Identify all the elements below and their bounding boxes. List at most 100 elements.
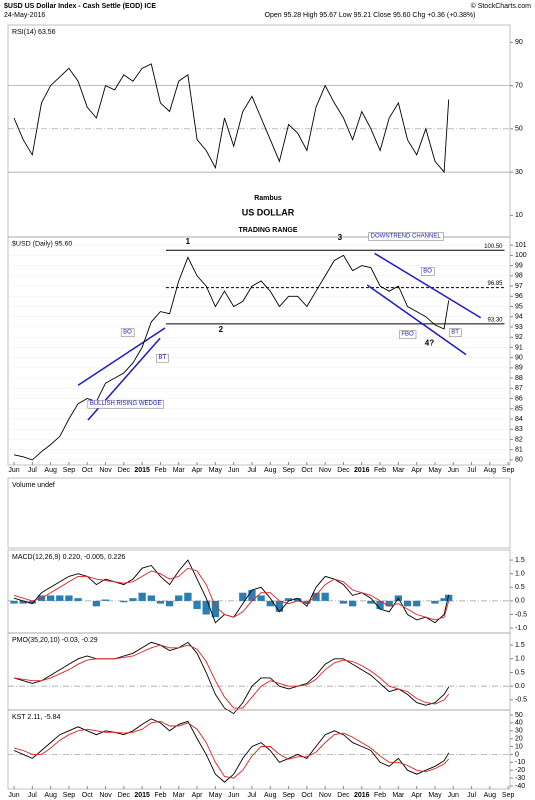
y-tick-label: -0.5: [515, 611, 527, 618]
y-tick-label: -0.5: [515, 697, 527, 704]
annotation: 2: [219, 325, 224, 334]
x-tick-label: Sep: [502, 792, 515, 799]
y-tick-label: 96: [515, 293, 523, 300]
y-tick-label: 50: [515, 126, 523, 133]
y-tick-label: 80: [515, 457, 523, 464]
series-line: [13, 63, 450, 174]
x-tick-label: Mar: [173, 467, 186, 474]
date: 24-May-2016: [4, 12, 45, 19]
x-tick-label: Sep: [502, 467, 515, 474]
y-tick-label: -10: [515, 759, 525, 766]
y-tick-label: 0: [515, 751, 519, 758]
y-tick-label: 99: [515, 262, 523, 269]
histogram-bar: [184, 592, 192, 601]
x-tick-label: Dec: [118, 792, 131, 799]
level-label: 93.30: [487, 317, 503, 323]
y-tick-label: 1.5: [515, 557, 525, 564]
panel-label: MACD(12,26,9) 0.220, -0.005, 0.226: [12, 554, 125, 561]
histogram-bar: [431, 600, 439, 604]
x-tick-label: Dec: [118, 467, 131, 474]
y-tick-label: 84: [515, 416, 523, 423]
x-tick-label: May: [428, 792, 442, 799]
histogram-bar: [266, 600, 274, 607]
series-line: [13, 641, 450, 715]
y-tick-label: -30: [515, 775, 525, 782]
x-tick-label: Feb: [374, 467, 386, 474]
x-tick-label: Dec: [337, 467, 350, 474]
histogram-bar: [147, 595, 155, 601]
y-tick-label: 50: [515, 712, 523, 719]
y-tick-label: 94: [515, 314, 523, 321]
x-tick-label: Jun: [228, 792, 239, 799]
x-tick-label: 2016: [354, 467, 370, 474]
panel-label: RSI(14) 63.56: [12, 29, 56, 36]
histogram-bar: [46, 595, 55, 601]
annotation-box: [156, 353, 169, 363]
trend-line: [374, 252, 482, 319]
histogram-bar: [19, 600, 27, 604]
x-tick-label: Mar: [392, 467, 405, 474]
annotation-box: [120, 328, 135, 337]
y-tick-label: 90: [515, 354, 523, 361]
annotation: 4?: [425, 338, 434, 347]
trend-line: [366, 284, 467, 356]
y-tick-label: 95: [515, 303, 523, 310]
x-tick-label: Sep: [282, 467, 295, 474]
series-line: [13, 718, 450, 783]
annotation: 1: [186, 237, 191, 246]
histogram-bar: [248, 590, 256, 601]
x-tick-label: May: [209, 792, 223, 799]
y-tick-label: 30: [515, 728, 523, 735]
author: Rambus: [254, 195, 282, 202]
annotation: BT: [451, 330, 459, 336]
histogram-bar: [367, 600, 375, 604]
y-tick-label: 40: [515, 720, 523, 727]
x-tick-label: Oct: [82, 792, 93, 799]
y-tick-label: 81: [515, 447, 523, 454]
y-tick-label: 83: [515, 426, 523, 433]
panel-label: KST 2.11, -5.84: [12, 714, 60, 721]
annotation-box: [87, 399, 164, 409]
x-tick-label: Apr: [192, 467, 204, 474]
source: © StockCharts.com: [471, 2, 532, 10]
y-tick-label: 100: [515, 252, 527, 259]
histogram-bar: [348, 600, 357, 607]
x-tick-label: Oct: [301, 792, 312, 799]
histogram-bar: [403, 600, 412, 607]
annotation: BULLISH RISING WEDGE: [90, 401, 162, 407]
y-tick-label: 10: [515, 212, 523, 219]
y-tick-label: 0.0: [515, 683, 525, 690]
level-label: 96.85: [487, 281, 503, 287]
histogram-bar: [257, 595, 265, 601]
y-tick-label: -20: [515, 767, 525, 774]
y-tick-label: 0.0: [515, 598, 525, 605]
y-tick-label: 1.0: [515, 571, 525, 578]
quote: Open 95.28 High 95.67 Low 95.21 Close 95…: [265, 12, 476, 19]
histogram-bar: [303, 600, 311, 604]
annotation: 3: [338, 233, 343, 242]
annotation-box: [421, 267, 435, 276]
y-tick-label: 1.5: [515, 642, 525, 649]
x-tick-label: Sep: [282, 792, 295, 799]
y-tick-label: 70: [515, 82, 523, 89]
y-tick-label: 87: [515, 385, 523, 392]
x-tick-label: May: [428, 467, 442, 474]
histogram-bar: [440, 598, 448, 601]
histogram-bar: [385, 600, 393, 607]
x-tick-label: Jul: [28, 467, 37, 474]
panel-label: PMO(35,20,10) -0.03, -0.29: [12, 637, 98, 644]
histogram-bar: [65, 595, 73, 601]
y-tick-label: 0.5: [515, 669, 525, 676]
chart-title: US DOLLAR: [242, 207, 295, 217]
histogram-bar: [129, 598, 137, 601]
histogram-bar: [312, 592, 320, 601]
y-tick-label: 10: [515, 743, 523, 750]
y-tick-label: 91: [515, 344, 523, 351]
y-tick-label: 89: [515, 365, 523, 372]
histogram-bar: [376, 600, 384, 610]
x-tick-label: Nov: [99, 467, 112, 474]
x-tick-label: Apr: [411, 792, 423, 799]
level-label: 100.50: [484, 244, 503, 250]
y-tick-label: 98: [515, 273, 523, 280]
